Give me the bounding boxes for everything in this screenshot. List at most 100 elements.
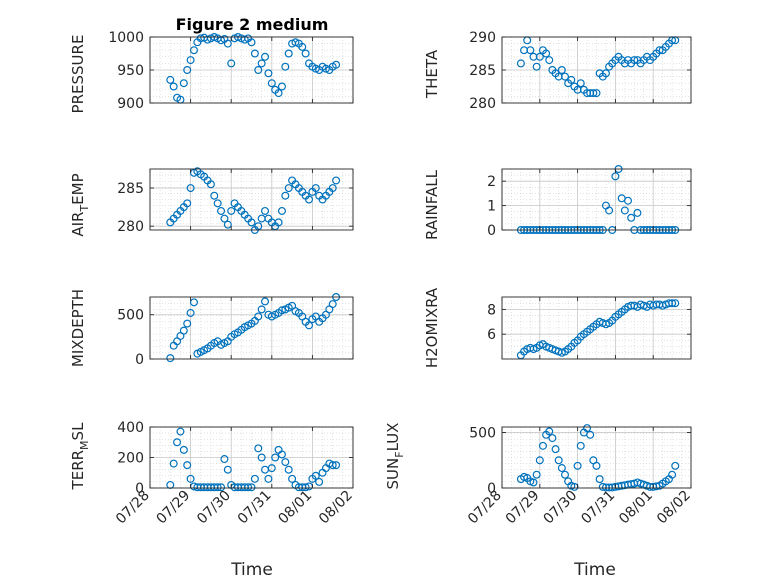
- x-axis-label-right: Time: [573, 560, 616, 580]
- data-point: [186, 56, 195, 65]
- data-point: [223, 465, 232, 474]
- data-point: [206, 180, 215, 189]
- data-point: [332, 461, 341, 470]
- y-axis-label-h2omixra: H2OMIXRA: [423, 287, 441, 368]
- data-point: [668, 470, 677, 479]
- y-tick-label: 280: [117, 219, 144, 235]
- data-point: [254, 312, 263, 321]
- data-point: [186, 184, 195, 193]
- data-point: [332, 176, 341, 185]
- data-point: [169, 82, 178, 91]
- panel-air-temp: AIRTEMP 280 285: [69, 167, 354, 237]
- data-point: [288, 474, 297, 483]
- data-point: [244, 483, 253, 492]
- x-tick-label: 07/31: [235, 488, 275, 528]
- data-point: [183, 199, 192, 208]
- data-point: [217, 483, 226, 492]
- y-axis-label-rainfall: RAINFALL: [423, 169, 441, 240]
- data-point: [589, 89, 598, 98]
- y-axis-label-terr-msl: TERRMSL: [69, 422, 91, 491]
- data-point: [301, 483, 310, 492]
- data-point: [332, 60, 341, 69]
- data-point: [250, 49, 259, 58]
- data-point: [173, 438, 182, 447]
- y-tick-label: 950: [117, 63, 144, 79]
- y-tick-label: 285: [117, 181, 144, 197]
- data-point: [254, 65, 263, 74]
- y-tick-label: 200: [117, 451, 144, 467]
- data-point: [586, 430, 595, 439]
- data-point: [328, 184, 337, 193]
- data-point: [179, 79, 188, 88]
- data-point: [671, 299, 680, 308]
- data-point: [281, 191, 290, 200]
- data-point: [311, 471, 320, 480]
- x-tick-label: 08/02: [316, 488, 356, 528]
- x-tick-label: 07/29: [154, 488, 194, 528]
- panel-theta: THETA 280 285 290: [423, 30, 692, 112]
- panel-pressure: Figure 2 medium PRESSURE 900 950 1000: [69, 15, 354, 114]
- y-tick-label: 500: [117, 308, 144, 324]
- data-point: [548, 434, 557, 443]
- data-point: [274, 218, 283, 227]
- data-point: [311, 184, 320, 193]
- data-point: [315, 477, 324, 486]
- data-point: [227, 59, 236, 68]
- data-point: [213, 199, 222, 208]
- data-point: [281, 62, 290, 71]
- data-point: [576, 441, 585, 450]
- data-point: [176, 427, 185, 436]
- data-point: [576, 79, 585, 88]
- panel-terr-msl: TERRMSL Time 0 200 400 07/28 07/29 07/30 07/31…: [69, 420, 356, 580]
- y-axis-label-pressure: PRESSURE: [69, 35, 87, 114]
- data-point: [551, 445, 560, 454]
- data-point: [542, 49, 551, 58]
- data-point: [592, 461, 601, 470]
- data-point: [183, 65, 192, 74]
- x-tick-label: 08/01: [616, 488, 656, 528]
- chart-title: Figure 2 medium: [176, 15, 329, 34]
- data-point: [247, 483, 256, 492]
- data-point: [257, 453, 266, 462]
- data-point: [284, 49, 293, 58]
- y-tick-label: 1: [487, 199, 496, 215]
- panel-sun-flux: SUNFLUX Time 050007/2807/2907/3007/3108/…: [384, 423, 694, 580]
- panel-mixdepth: MIXDEPTH 0 500: [69, 289, 354, 368]
- data-point: [277, 206, 286, 215]
- data-point: [220, 214, 229, 223]
- data-point: [281, 458, 290, 467]
- axes-frame: [501, 426, 692, 489]
- axes-frame: [501, 168, 692, 231]
- data-point: [620, 206, 629, 215]
- data-point: [557, 65, 566, 74]
- data-point: [254, 444, 263, 453]
- data-point: [277, 450, 286, 459]
- data-point: [328, 300, 337, 309]
- y-tick-label: 400: [117, 420, 144, 436]
- y-axis-label-theta: THETA: [423, 49, 441, 99]
- data-point: [595, 475, 604, 484]
- data-point: [532, 470, 541, 479]
- data-point: [264, 69, 273, 78]
- y-tick-label: 290: [469, 30, 496, 46]
- axes-frame: [149, 168, 354, 231]
- x-tick-label: 07/29: [503, 488, 543, 528]
- x-tick-label: 07/30: [194, 488, 234, 528]
- data-point: [573, 461, 582, 470]
- data-point: [557, 464, 566, 473]
- data-point: [250, 474, 259, 483]
- data-point: [217, 206, 226, 215]
- data-point: [257, 59, 266, 68]
- x-axis-label-left: Time: [230, 560, 273, 580]
- data-point: [261, 52, 270, 61]
- y-tick-label: 280: [469, 96, 496, 112]
- y-axis-label-sun-flux: SUNFLUX: [384, 423, 406, 490]
- data-point: [301, 49, 310, 58]
- data-point: [247, 38, 256, 47]
- data-point: [277, 306, 286, 315]
- x-tick-label: 07/28: [465, 488, 505, 528]
- data-point: [227, 206, 236, 215]
- data-point: [601, 69, 610, 78]
- data-point: [274, 89, 283, 98]
- data-point: [267, 464, 276, 473]
